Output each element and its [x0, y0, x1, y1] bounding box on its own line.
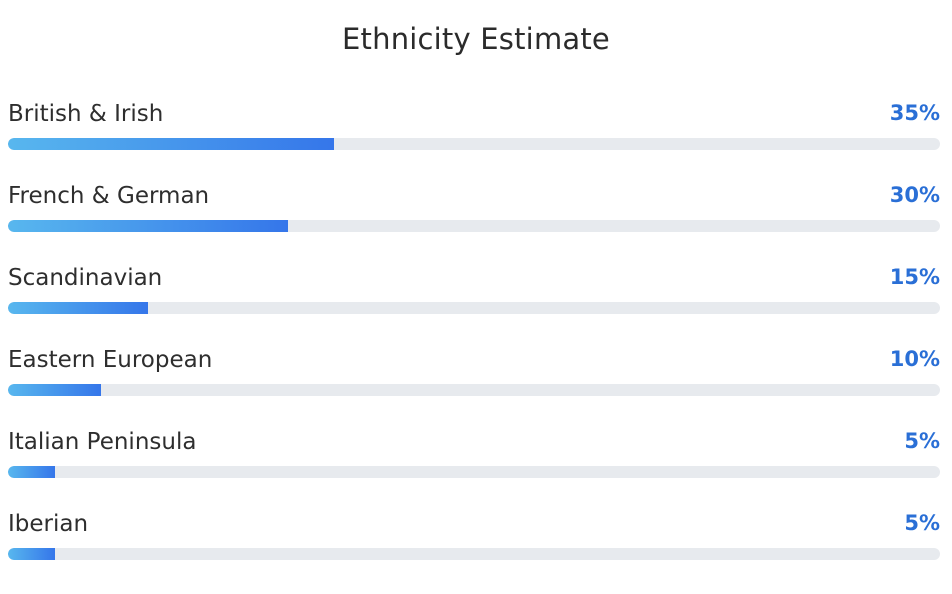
progress-fill	[8, 220, 288, 232]
progress-fill	[8, 138, 335, 150]
region-label: British & Irish	[8, 101, 164, 127]
region-percent: 5%	[904, 429, 940, 453]
region-label: French & German	[8, 183, 210, 209]
progress-track	[8, 548, 940, 560]
progress-track	[8, 138, 940, 150]
progress-track	[8, 302, 940, 314]
region-row: Eastern European 10%	[8, 347, 940, 403]
progress-fill	[8, 384, 102, 396]
region-label: Scandinavian	[8, 265, 163, 291]
region-percent: 5%	[904, 511, 940, 535]
region-percent: 35%	[889, 101, 940, 125]
page-title: Ethnicity Estimate	[342, 22, 610, 56]
region-row: British & Irish 35%	[8, 101, 940, 157]
region-row: Scandinavian 15%	[8, 265, 940, 321]
progress-fill	[8, 466, 55, 478]
region-label: Iberian	[8, 511, 89, 537]
region-label: Eastern European	[8, 347, 213, 373]
region-row: Iberian 5%	[8, 511, 940, 567]
region-row: Italian Peninsula 5%	[8, 429, 940, 485]
region-percent: 15%	[889, 265, 940, 289]
region-percent: 10%	[889, 347, 940, 371]
progress-track	[8, 466, 940, 478]
region-row: French & German 30%	[8, 183, 940, 239]
region-label: Italian Peninsula	[8, 429, 197, 455]
progress-fill	[8, 302, 148, 314]
region-percent: 30%	[889, 183, 940, 207]
progress-track	[8, 384, 940, 396]
progress-fill	[8, 548, 55, 560]
progress-track	[8, 220, 940, 232]
